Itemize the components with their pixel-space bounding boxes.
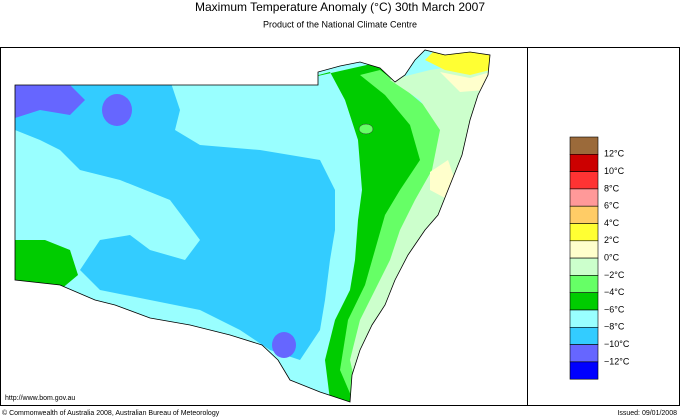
legend-swatch	[569, 344, 599, 363]
legend-swatch	[569, 275, 599, 293]
legend-swatch	[569, 136, 599, 155]
legend-label: 8°C	[604, 183, 620, 193]
legend-swatch	[569, 326, 599, 345]
anomaly-map	[15, 50, 490, 402]
legend-swatch	[569, 154, 599, 172]
region	[15, 80, 335, 360]
legend-label: 2°C	[604, 235, 620, 245]
legend-label: −4°C	[604, 287, 625, 297]
legend-label: −2°C	[604, 270, 625, 280]
legend-swatch	[569, 223, 599, 242]
region	[358, 123, 374, 135]
region	[440, 72, 490, 92]
subtitle: Product of the National Climate Centre	[263, 19, 417, 29]
copyright: © Commonwealth of Australia 2008, Austra…	[2, 409, 220, 417]
legend-swatch	[569, 361, 599, 380]
title: Maximum Temperature Anomaly (°C) 30th Ma…	[195, 0, 485, 14]
legend-label: −12°C	[604, 356, 630, 366]
region	[300, 62, 430, 402]
url: http://www.bom.gov.au	[5, 395, 75, 402]
state-outline	[14, 49, 491, 403]
legend-label: 6°C	[604, 201, 620, 211]
legend-swatch	[569, 188, 599, 207]
legend-swatch	[569, 171, 599, 190]
legend-swatch	[569, 240, 599, 259]
issued: Issued: 09/01/2008	[617, 410, 677, 417]
region	[272, 332, 296, 358]
legend-swatch	[569, 309, 599, 328]
legend: 12°C 10°C 8°C 6°C 4°C 2°C 0°C −2°C −4°C −6°C −8°C −…	[569, 136, 630, 380]
region	[102, 94, 132, 126]
legend-label: 12°C	[604, 149, 625, 159]
legend-swatch	[569, 257, 599, 276]
legend-label: −10°C	[604, 339, 630, 349]
legend-label: 4°C	[604, 218, 620, 228]
legend-label: 10°C	[604, 166, 625, 176]
legend-swatch	[569, 292, 599, 311]
legend-swatch	[569, 205, 599, 224]
legend-label: −6°C	[604, 304, 625, 314]
region	[15, 85, 85, 118]
region	[15, 240, 78, 290]
legend-label: 0°C	[604, 252, 620, 262]
legend-label: −8°C	[604, 322, 625, 332]
